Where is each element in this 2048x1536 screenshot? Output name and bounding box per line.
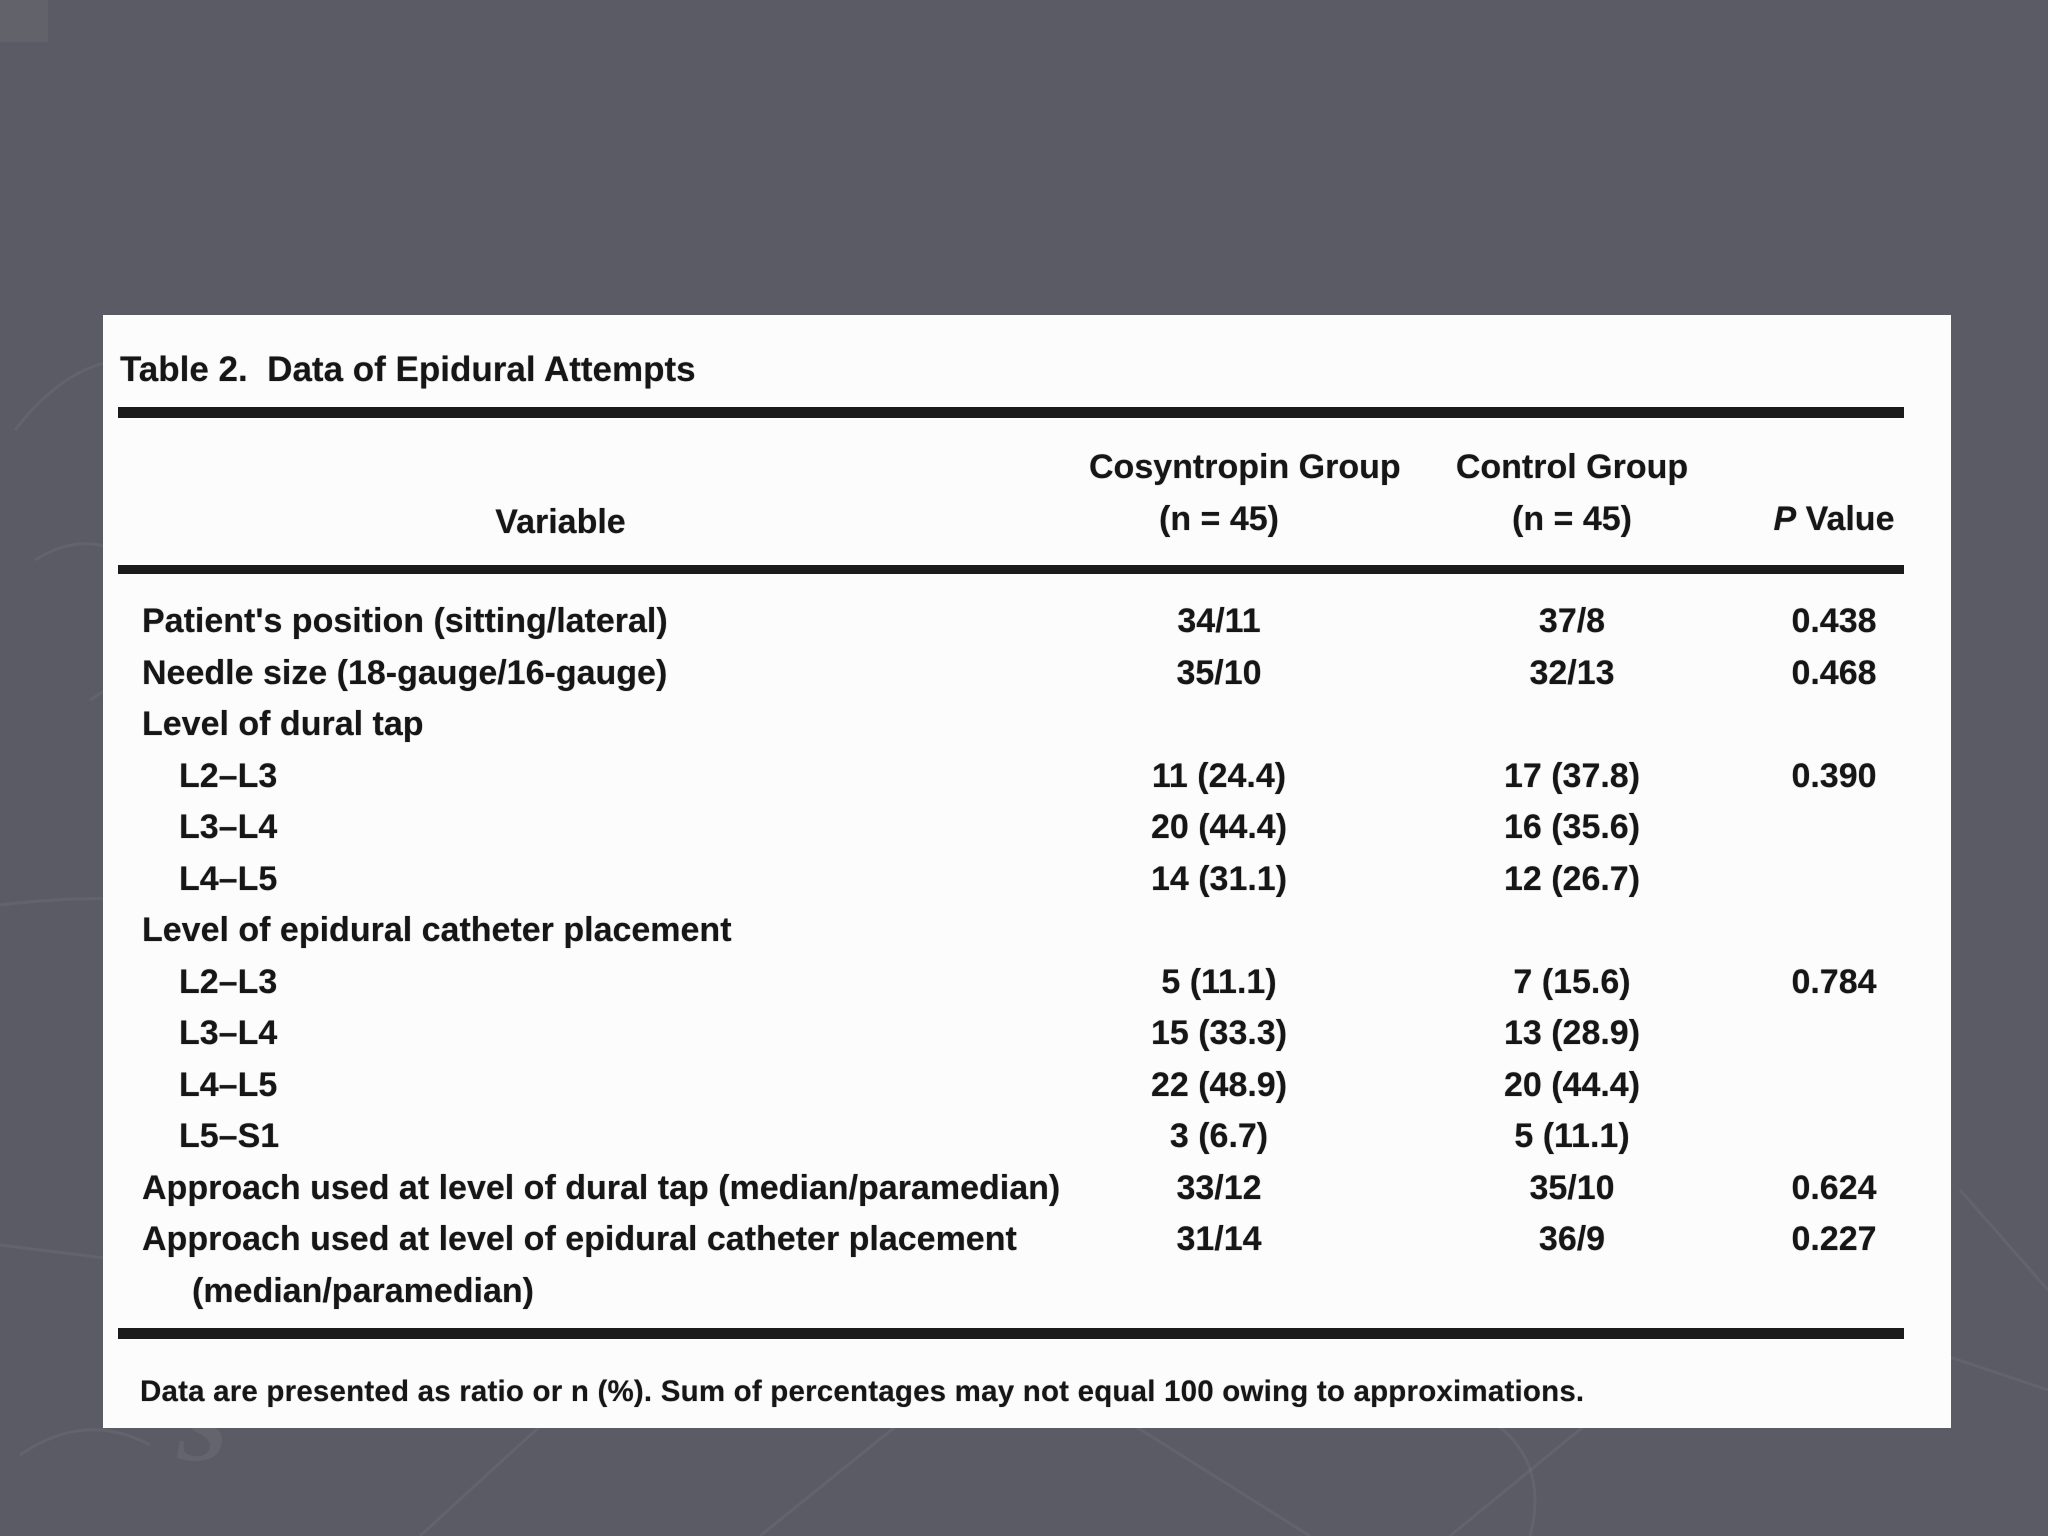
table-row: L2–L3 5 (11.1) 7 (15.6) 0.784 xyxy=(118,957,1904,1009)
control-n-label: (n = 45) xyxy=(1512,500,1632,538)
table-row: L4–L5 22 (48.9) 20 (44.4) xyxy=(118,1060,1904,1112)
p-value: 0.227 xyxy=(1791,1220,1877,1259)
header-rule xyxy=(118,565,1904,574)
control-value: 13 (28.9) xyxy=(1503,1014,1641,1053)
row-label: Level of epidural catheter placement xyxy=(142,911,732,950)
cosyntropin-value: 3 (6.7) xyxy=(1169,1117,1269,1156)
control-value: 7 (15.6) xyxy=(1513,962,1631,1001)
row-label: L3–L4 xyxy=(179,1014,278,1053)
row-label: L2–L3 xyxy=(179,756,278,795)
table-row: Level of epidural catheter placement xyxy=(118,905,1904,957)
cosyntropin-value: 14 (31.1) xyxy=(1150,859,1288,898)
cosyntropin-value: 35/10 xyxy=(1176,653,1262,692)
p-value: 0.784 xyxy=(1791,962,1877,1001)
column-header-p-value: P Value xyxy=(1764,493,1904,545)
table-row: L2–L3 11 (24.4) 17 (37.8) 0.390 xyxy=(118,751,1904,803)
control-group-label: Control Group xyxy=(1455,448,1689,486)
corner-highlight xyxy=(0,0,48,42)
row-label: L2–L3 xyxy=(179,962,278,1001)
table-title: Table 2. Data of Epidural Attempts xyxy=(120,350,696,389)
cosyntropin-n-label: (n = 45) xyxy=(1159,500,1279,538)
cosyntropin-value: 34/11 xyxy=(1177,602,1261,641)
cosyntropin-value: 5 (11.1) xyxy=(1161,962,1277,1001)
row-label: Needle size (18-gauge/16-gauge) xyxy=(142,653,668,692)
control-value: 35/10 xyxy=(1529,1168,1615,1207)
control-value: 5 (11.1) xyxy=(1514,1117,1630,1156)
column-header-cosyntropin: Cosyntropin Group (n = 45) xyxy=(1089,441,1401,545)
table-footnote: Data are presented as ratio or n (%). Su… xyxy=(140,1375,1585,1408)
bottom-rule xyxy=(118,1328,1904,1339)
column-header-variable: Variable xyxy=(495,503,626,541)
cosyntropin-value: 33/12 xyxy=(1176,1168,1262,1207)
p-value: 0.468 xyxy=(1791,653,1877,692)
table-row: L3–L4 15 (33.3) 13 (28.9) xyxy=(118,1008,1904,1060)
table-row: Approach used at level of dural tap (med… xyxy=(118,1163,1904,1215)
table-row: Patient's position (sitting/lateral) 34/1… xyxy=(118,596,1904,648)
table-row: L3–L4 20 (44.4) 16 (35.6) xyxy=(118,802,1904,854)
row-label: (median/paramedian) xyxy=(192,1271,534,1310)
table-row: Needle size (18-gauge/16-gauge) 35/10 32/1… xyxy=(118,648,1904,700)
row-label: L3–L4 xyxy=(179,808,278,847)
table-header-row: Variable Cosyntropin Group (n = 45) Cont… xyxy=(118,441,1904,545)
row-label: Patient's position (sitting/lateral) xyxy=(142,602,668,641)
cosyntropin-group-label: Cosyntropin Group xyxy=(1089,448,1401,486)
control-value: 12 (26.7) xyxy=(1503,859,1641,898)
cosyntropin-value: 20 (44.4) xyxy=(1150,808,1288,847)
table-row: (median/paramedian) xyxy=(118,1266,1904,1318)
control-value: 36/9 xyxy=(1538,1220,1606,1259)
row-label: Approach used at level of dural tap (med… xyxy=(142,1168,1061,1207)
table-row: L5–S1 3 (6.7) 5 (11.1) xyxy=(118,1111,1904,1163)
control-value: 37/8 xyxy=(1538,602,1606,641)
table-rows: Patient's position (sitting/lateral) 34/1… xyxy=(118,596,1904,1317)
title-rule xyxy=(118,407,1904,418)
control-value: 32/13 xyxy=(1529,653,1615,692)
cosyntropin-value: 31/14 xyxy=(1176,1220,1262,1259)
column-header-control: Control Group (n = 45) xyxy=(1442,441,1702,545)
control-value: 17 (37.8) xyxy=(1503,756,1641,795)
p-value-rest: Value xyxy=(1796,500,1895,538)
table-row: Level of dural tap xyxy=(118,699,1904,751)
p-value: 0.390 xyxy=(1791,756,1877,795)
p-value: 0.624 xyxy=(1791,1168,1877,1207)
cosyntropin-value: 15 (33.3) xyxy=(1150,1014,1288,1053)
p-value: 0.438 xyxy=(1791,602,1877,641)
cosyntropin-value: 22 (48.9) xyxy=(1150,1065,1288,1104)
cosyntropin-value: 11 (24.4) xyxy=(1151,756,1287,795)
table-panel: Table 2. Data of Epidural Attempts Varia… xyxy=(103,315,1951,1428)
row-label: L4–L5 xyxy=(179,1065,278,1104)
p-value-italic-p: P xyxy=(1773,500,1797,538)
control-value: 20 (44.4) xyxy=(1503,1065,1641,1104)
row-label: Approach used at level of epidural cathe… xyxy=(142,1220,1017,1259)
control-value: 16 (35.6) xyxy=(1503,808,1641,847)
table-row: L4–L5 14 (31.1) 12 (26.7) xyxy=(118,854,1904,906)
row-label: L4–L5 xyxy=(179,859,278,898)
row-label: Level of dural tap xyxy=(142,705,424,744)
row-label: L5–S1 xyxy=(179,1117,280,1156)
table-row: Approach used at level of epidural cathe… xyxy=(118,1214,1904,1266)
